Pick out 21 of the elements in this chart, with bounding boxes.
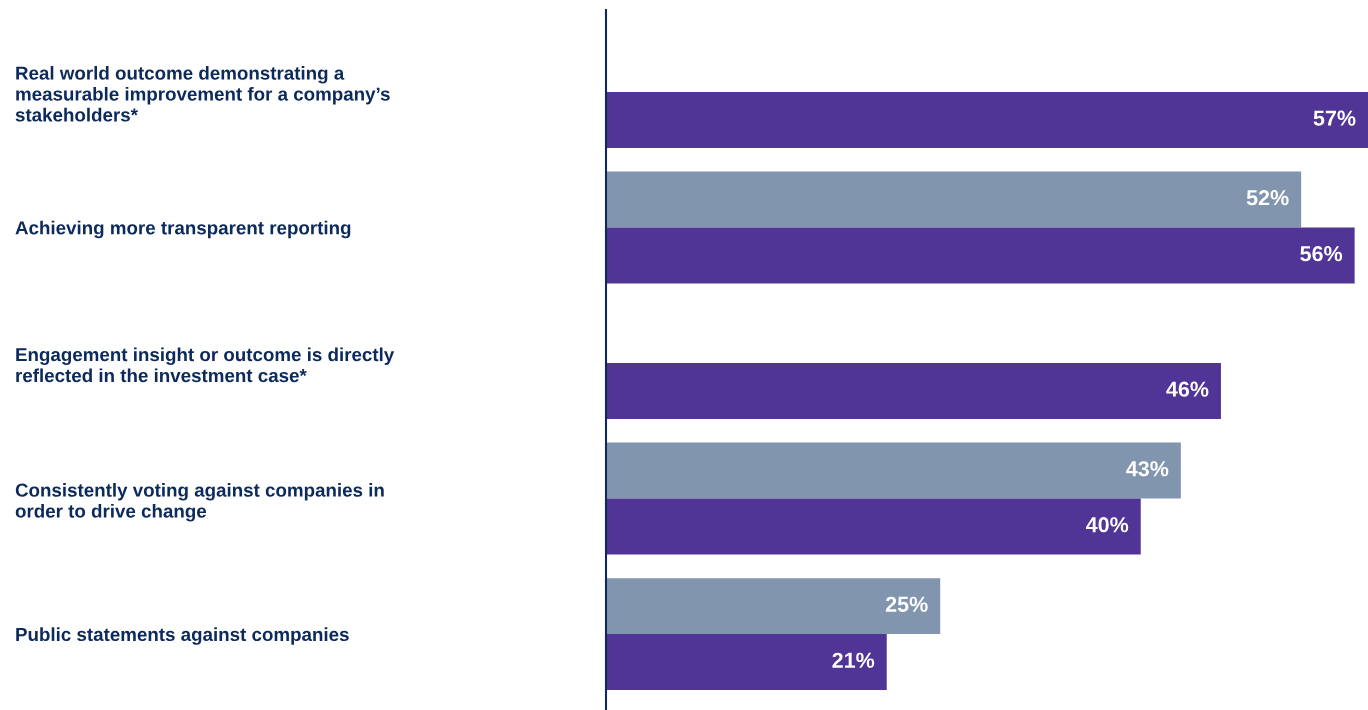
data-label: 21% xyxy=(832,652,875,668)
data-label: 46% xyxy=(1166,381,1209,397)
bar xyxy=(606,442,1181,499)
data-label: 52% xyxy=(1246,190,1289,206)
data-label: 25% xyxy=(885,596,928,612)
bar xyxy=(606,578,941,635)
bar xyxy=(606,498,1141,555)
y-tick-label: Engagement insight or outcome is directly reflected in the investment case* xyxy=(16,347,395,383)
data-label: 57% xyxy=(1313,110,1356,126)
data-label: 40% xyxy=(1086,517,1129,533)
bar xyxy=(606,171,1302,228)
bar xyxy=(606,227,1355,284)
y-tick-label: Public statements against companies xyxy=(16,627,349,645)
y-tick-label: Real world outcome demonstrating a measurable improvement for a company’s stakeholders* xyxy=(15,65,390,122)
y-tick-label: Achieving more transparent reporting xyxy=(15,220,351,239)
data-label: 43% xyxy=(1126,461,1169,477)
y-tick-label: Consistently voting against companies in order to drive change xyxy=(15,483,384,522)
bar xyxy=(606,634,887,691)
bar xyxy=(606,363,1221,420)
bar xyxy=(606,91,1368,148)
data-label: 56% xyxy=(1300,246,1343,262)
